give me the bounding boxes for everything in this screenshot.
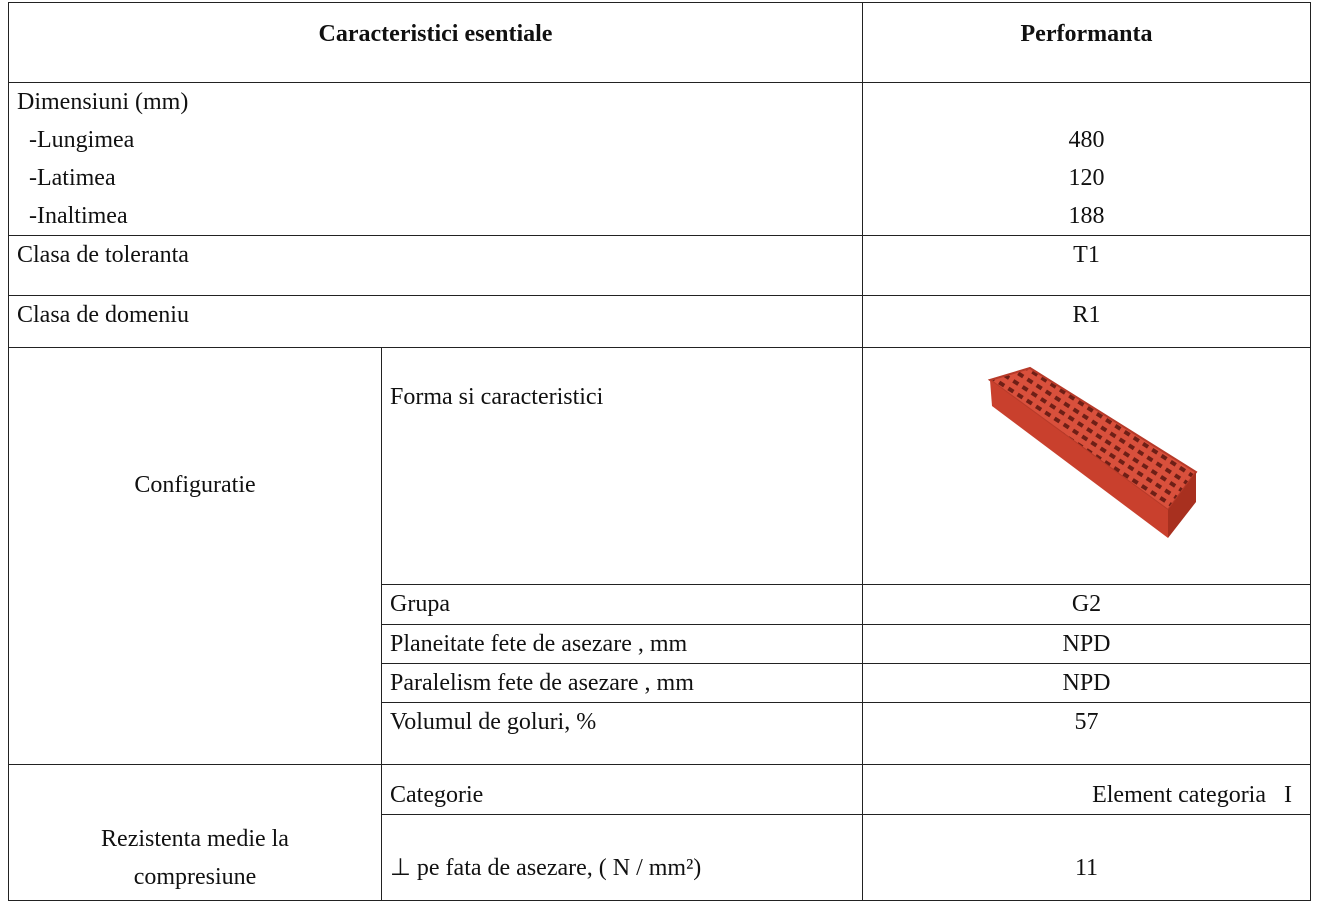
dimensions-cell: Dimensiuni (mm) -Lungimea -Latimea -Inal…	[8, 82, 863, 236]
row-label: Clasa de toleranta	[8, 235, 863, 296]
value: Element categoria I	[862, 764, 1311, 815]
row-label: Dimensiuni (mm)	[17, 89, 189, 115]
spec-table: Caracteristici esentiale Performanta Dim…	[8, 2, 1311, 901]
item-label: -Latimea	[29, 165, 116, 191]
item-label: -Inaltimea	[29, 203, 128, 229]
header-cell: Performanta	[862, 2, 1311, 83]
group-label: Rezistenta medie la compresiune	[8, 764, 382, 901]
page: {"header": ["Caracteristici esentiale", …	[8, 2, 1311, 901]
value: 120	[1068, 165, 1105, 191]
row-label: Paralelism fete de asezare , mm	[381, 663, 863, 703]
value: 188	[1068, 203, 1105, 229]
row-label: Clasa de domeniu	[8, 295, 863, 348]
row-label: ⊥ pe fata de asezare, ( N / mm²)	[381, 814, 863, 901]
item-label: -Lungimea	[29, 127, 135, 153]
header-cell: Caracteristici esentiale	[8, 2, 863, 83]
group-label: Configuratie	[8, 347, 382, 765]
row-label: Planeitate fete de asezare , mm	[381, 624, 863, 664]
value: NPD	[862, 663, 1311, 703]
value: 480	[1068, 127, 1105, 153]
value: R1	[862, 295, 1311, 348]
brick-image	[987, 366, 1197, 538]
row-label: Categorie	[381, 764, 863, 815]
row-label: Grupa	[381, 584, 863, 625]
image-cell	[862, 347, 1311, 585]
dimensions-values: 480 120 188	[862, 82, 1311, 236]
row-label: Volumul de goluri, %	[381, 702, 863, 765]
value: G2	[862, 584, 1311, 625]
value: NPD	[862, 624, 1311, 664]
value: 57	[862, 702, 1311, 765]
value: T1	[862, 235, 1311, 296]
value: 11	[862, 814, 1311, 901]
row-label: Forma si caracteristici	[381, 347, 863, 585]
